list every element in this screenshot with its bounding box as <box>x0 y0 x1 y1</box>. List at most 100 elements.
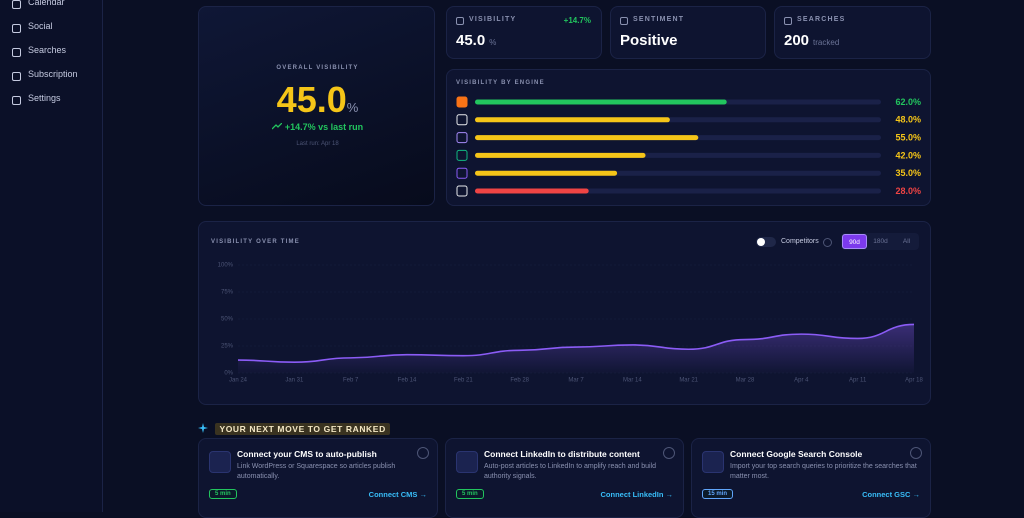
x-tick-label: Apr 18 <box>905 378 923 384</box>
stat-card: VISIBILITY 45.0% +14.7% <box>446 6 602 59</box>
engine-chart: 62.0% 48.0% 55.0% 42.0% 35.0% 28.0% <box>456 96 921 197</box>
x-tick-label: Mar 14 <box>623 378 642 384</box>
line-chart: 0% 25% 50% 75% 100% Jan 24 Jan 31 Feb 7 Feb 14 Fe… <box>218 263 924 384</box>
stat-value-row: 45.0% <box>456 32 496 50</box>
engine-icon <box>456 132 468 144</box>
x-tick-label: Jan 31 <box>285 378 304 384</box>
move-title: Connect Google Search Console <box>730 449 863 459</box>
stat-icon <box>784 17 792 25</box>
stat-icon <box>620 17 628 25</box>
y-tick-label: 50% <box>221 317 234 323</box>
trend-icon <box>271 122 283 130</box>
nav-item[interactable]: Searches <box>28 45 67 55</box>
stat-value: Positive <box>620 32 678 49</box>
engine-icon <box>456 114 468 126</box>
y-tick-label: 75% <box>221 290 234 296</box>
move-description: Auto-post articles to LinkedIn to amplif… <box>484 463 656 480</box>
engine-title: VISIBILITY BY ENGINE <box>456 80 545 86</box>
bar <box>475 152 646 158</box>
stat-unit: % <box>489 38 497 47</box>
move-action[interactable]: Connect GSC → <box>862 490 920 499</box>
nav-item[interactable]: Subscription <box>28 69 78 79</box>
nav-item[interactable]: Social <box>28 21 53 31</box>
stat-value-row: 200 tracked <box>784 32 839 50</box>
value-label: 48.0% <box>895 115 921 125</box>
bar <box>475 188 589 194</box>
sidebar: Calendar Social Searches Subscription Settin… <box>0 0 103 512</box>
stat-label: SEARCHES <box>797 16 846 23</box>
move-card: Connect LinkedIn to distribute content Au… <box>445 438 684 518</box>
overview-label: OVERALL VISIBILITY <box>276 65 359 71</box>
x-tick-label: Apr 4 <box>794 378 809 384</box>
value-label: 42.0% <box>895 150 921 160</box>
value-label: 62.0% <box>895 97 921 107</box>
move-action[interactable]: Connect LinkedIn → <box>600 490 673 499</box>
line <box>237 323 915 364</box>
stat-value: 45.0 <box>456 32 486 49</box>
stat-icon <box>456 17 464 25</box>
move-description: Link WordPress or Squarespace so article… <box>237 463 396 480</box>
stat-label: SENTIMENT <box>633 16 685 23</box>
overview-value: 45.0 <box>276 79 347 120</box>
x-tick-label: Apr 11 <box>849 378 867 384</box>
move-check[interactable] <box>417 447 429 459</box>
move-check[interactable] <box>910 447 922 459</box>
stat-card: SEARCHES 200 tracked <box>774 6 931 59</box>
value-label: 35.0% <box>895 168 921 178</box>
bar <box>475 117 670 123</box>
engine-card: VISIBILITY BY ENGINE 62.0% 48.0% 55.0% 42.0… <box>446 69 931 206</box>
stat-value-row: Positive <box>620 32 678 50</box>
stat-value: 200 <box>784 32 810 49</box>
engine-icon <box>456 185 468 197</box>
stat-label: VISIBILITY <box>469 16 517 23</box>
x-tick-label: Feb 7 <box>343 378 359 384</box>
move-description: Import your top search queries to priori… <box>730 463 917 480</box>
nav-icon <box>12 24 21 33</box>
y-tick-label: 0% <box>224 371 233 377</box>
nav-icon <box>12 96 21 105</box>
nav-item[interactable]: Settings <box>28 93 61 103</box>
stat-change: +14.7% <box>563 16 591 25</box>
move-title: Connect your CMS to auto-publish <box>237 449 377 459</box>
x-tick-label: Mar 28 <box>736 378 755 384</box>
x-tick-label: Feb 28 <box>510 378 529 384</box>
last-run: Last run: Apr 18 <box>296 141 339 147</box>
x-tick-label: Mar 7 <box>568 378 584 384</box>
move-title: Connect LinkedIn to distribute content <box>484 449 640 459</box>
x-tick-label: Feb 14 <box>398 378 417 384</box>
y-tick-label: 25% <box>221 344 234 350</box>
y-tick-label: 100% <box>218 263 234 269</box>
bar <box>475 170 618 176</box>
x-tick-label: Mar 21 <box>679 378 698 384</box>
overview-card: OVERALL VISIBILITY 45.0% +14.7% vs last … <box>198 6 435 206</box>
range-button[interactable]: All <box>902 238 911 245</box>
chart-title: VISIBILITY OVER TIME <box>211 239 300 245</box>
overview-value-row: 45.0% <box>199 79 436 121</box>
next-title: YOUR NEXT MOVE TO GET RANKED <box>215 423 390 435</box>
range-button[interactable]: 180d <box>873 238 888 245</box>
area <box>238 324 914 373</box>
engine-icon <box>456 96 468 108</box>
value-label: 55.0% <box>895 132 921 142</box>
move-icon <box>702 451 724 473</box>
range-button[interactable]: 90d <box>842 234 867 249</box>
x-tick-label: Jan 24 <box>229 378 248 384</box>
range-selector: 90d 180d All <box>841 233 919 250</box>
chart-card: VISIBILITY OVER TIME Competitors 90d 180d… <box>198 221 931 405</box>
toggle-label: Competitors <box>781 238 819 245</box>
move-check[interactable] <box>663 447 675 459</box>
move-action[interactable]: Connect CMS → <box>368 490 427 499</box>
overview-unit: % <box>346 100 359 115</box>
overview-change: +14.7% vs last run <box>199 122 436 132</box>
bar <box>475 135 699 141</box>
toggle[interactable] <box>756 237 776 247</box>
nav-item[interactable]: Calendar <box>28 0 65 7</box>
nav-icon <box>12 48 21 57</box>
bar <box>475 99 727 105</box>
nav-icon <box>12 72 21 81</box>
move-card: Connect your CMS to auto-publish Link Wor… <box>198 438 438 518</box>
next-header: YOUR NEXT MOVE TO GET RANKED <box>198 419 390 437</box>
overview-change-text: +14.7% vs last run <box>284 122 364 132</box>
move-icon <box>209 451 231 473</box>
